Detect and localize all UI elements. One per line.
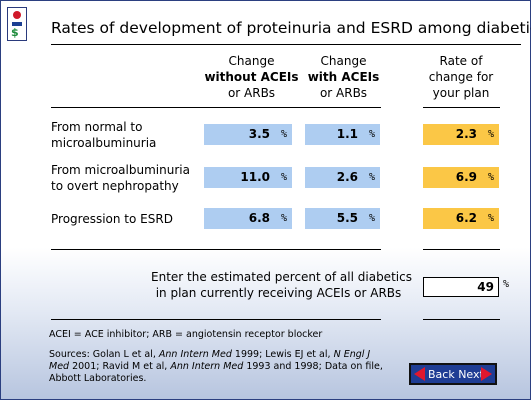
- back-next-label[interactable]: Back Next: [428, 368, 484, 381]
- prompt-line: Enter the estimated percent of all diabe…: [151, 270, 412, 284]
- cell-plan-row3: 6.2 %: [423, 208, 499, 229]
- percent-label: %: [368, 213, 375, 224]
- column-header-line: Rate of: [439, 54, 483, 68]
- journal-name: Ann Intern Med: [170, 361, 244, 372]
- cell-value: 5.5: [336, 211, 358, 225]
- cell-value: 6.8: [248, 211, 270, 225]
- table-divider: [51, 249, 381, 250]
- sources-text: Sources: Golan L et al,: [49, 349, 159, 360]
- input-prompt: Enter the estimated percent of all diabe…: [151, 269, 412, 301]
- abbreviations-note: ACEI = ACE inhibitor; ARB = angiotensin …: [49, 329, 323, 340]
- percent-label: %: [487, 172, 494, 183]
- back-arrow-icon[interactable]: [414, 367, 425, 381]
- cell-value: 11.0: [240, 170, 270, 184]
- percent-label: %: [280, 213, 287, 224]
- column-header-plan: Rate of change for your plan: [416, 53, 506, 101]
- column-header-line: Change: [320, 54, 367, 68]
- percent-label: %: [280, 172, 287, 183]
- column-header-line: your plan: [432, 86, 490, 100]
- header-divider-plan: [423, 107, 500, 108]
- cell-without-row2: 11.0 %: [204, 167, 292, 188]
- cell-plan-row1: 2.3 %: [423, 124, 499, 145]
- row-label-micro-to-overt: From microalbuminuria to overt nephropat…: [51, 162, 190, 194]
- journal-name: N Engl J: [333, 349, 371, 360]
- table-divider-plan: [423, 249, 500, 250]
- sources-line: Med 2001; Ravid M et al, Ann Intern Med …: [49, 361, 399, 373]
- sources-text: 1993 and 1998; Data on file,: [243, 361, 383, 372]
- back-next-nav: Back Next: [409, 363, 497, 385]
- row-label-line: Progression to ESRD: [51, 212, 173, 226]
- row-label-normal-to-micro: From normal to microalbuminuria: [51, 119, 156, 151]
- logo-bar-icon: [12, 22, 22, 26]
- row-label-line: From microalbuminuria: [51, 163, 190, 177]
- column-header-with: Change with ACEIs or ARBs: [296, 53, 391, 101]
- percent-input[interactable]: 49: [423, 277, 499, 297]
- journal-name: Ann Intern Med: [158, 349, 232, 360]
- percent-label: %: [280, 129, 287, 140]
- journal-name: Med: [49, 361, 70, 372]
- prompt-line: in plan currently receiving ACEIs or ARB…: [155, 286, 402, 300]
- row-label-esrd: Progression to ESRD: [51, 211, 173, 227]
- input-percent-label: %: [503, 279, 510, 290]
- column-header-without: Change without ACEIs or ARBs: [199, 53, 304, 101]
- column-header-line: Change: [228, 54, 275, 68]
- cell-plan-row2: 6.9 %: [423, 167, 499, 188]
- cell-value: 2.6: [336, 170, 358, 184]
- column-header-line: or ARBs: [227, 86, 276, 100]
- column-header-line: change for: [428, 70, 494, 84]
- sources-line: Sources: Golan L et al, Ann Intern Med 1…: [49, 349, 399, 361]
- footer-divider-plan: [423, 319, 500, 320]
- cell-value: 2.3: [455, 127, 477, 141]
- sources-note: Sources: Golan L et al, Ann Intern Med 1…: [49, 349, 399, 385]
- dollar-icon: $: [11, 26, 19, 39]
- cell-value: 6.9: [455, 170, 477, 184]
- column-header-line: with ACEIs: [307, 70, 380, 84]
- sources-line: Abbott Laboratories.: [49, 373, 147, 384]
- header-divider: [51, 107, 381, 108]
- cell-without-row1: 3.5 %: [204, 124, 292, 145]
- percent-label: %: [368, 172, 375, 183]
- cell-with-row3: 5.5 %: [305, 208, 380, 229]
- column-header-line: without ACEIs: [204, 70, 299, 84]
- sources-text: 2001; Ravid M et al,: [69, 361, 171, 372]
- title-divider: [51, 44, 521, 45]
- sources-text: 1999; Lewis EJ et al,: [231, 349, 334, 360]
- cell-with-row1: 1.1 %: [305, 124, 380, 145]
- percent-label: %: [487, 213, 494, 224]
- column-header-line: or ARBs: [319, 86, 368, 100]
- company-logo: $: [7, 7, 27, 41]
- cell-with-row2: 2.6 %: [305, 167, 380, 188]
- cell-without-row3: 6.8 %: [204, 208, 292, 229]
- row-label-line: to overt nephropathy: [51, 179, 179, 193]
- row-label-line: microalbuminuria: [51, 136, 157, 150]
- logo-dot-icon: [13, 11, 21, 19]
- cell-value: 6.2: [455, 211, 477, 225]
- next-arrow-icon[interactable]: [481, 367, 492, 381]
- footer-divider: [51, 319, 381, 320]
- cell-value: 1.1: [336, 127, 358, 141]
- row-label-line: From normal to: [51, 120, 143, 134]
- percent-label: %: [487, 129, 494, 140]
- percent-label: %: [368, 129, 375, 140]
- cell-value: 3.5: [248, 127, 270, 141]
- page-title: Rates of development of proteinuria and …: [51, 19, 531, 37]
